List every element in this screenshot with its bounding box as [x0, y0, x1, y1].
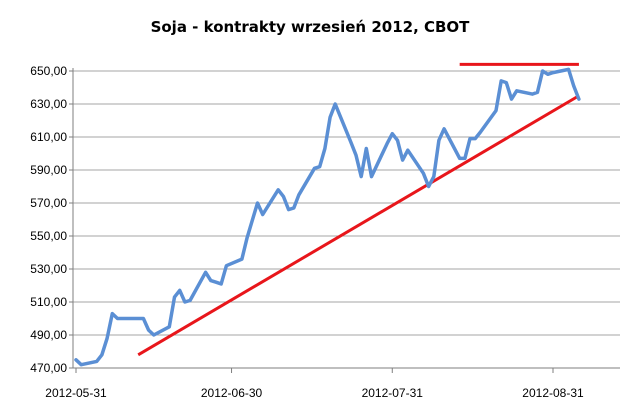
x-tick-label: 2012-06-30 — [201, 386, 263, 400]
y-tick-label: 490,00 — [30, 328, 67, 342]
y-tick-label: 570,00 — [30, 196, 67, 210]
x-axis-labels: 2012-05-31 2012-06-30 2012-07-31 2012-08-31 — [45, 386, 584, 400]
y-tick-label: 470,00 — [30, 361, 67, 375]
x-tick-label: 2012-07-31 — [362, 386, 424, 400]
y-tick-label: 610,00 — [30, 130, 67, 144]
support-trendline — [137, 94, 580, 357]
chart-title: Soja - kontrakty wrzesień 2012, CBOT — [150, 18, 470, 36]
y-tick-label: 630,00 — [30, 97, 67, 111]
y-tick-label: 550,00 — [30, 229, 67, 243]
y-tick-label: 510,00 — [30, 295, 67, 309]
price-series — [74, 67, 581, 367]
gridlines — [73, 70, 620, 369]
y-axis-labels: 470,00 490,00 510,00 530,00 550,00 570,00 590,… — [30, 64, 67, 375]
x-tick-label: 2012-05-31 — [45, 386, 107, 400]
price-line — [74, 67, 581, 367]
axes — [69, 68, 620, 373]
y-tick-label: 530,00 — [30, 262, 67, 276]
y-tick-label: 650,00 — [30, 64, 67, 78]
y-tick-label: 590,00 — [30, 163, 67, 177]
trendlines — [137, 62, 580, 357]
x-tick-label: 2012-08-31 — [522, 386, 584, 400]
